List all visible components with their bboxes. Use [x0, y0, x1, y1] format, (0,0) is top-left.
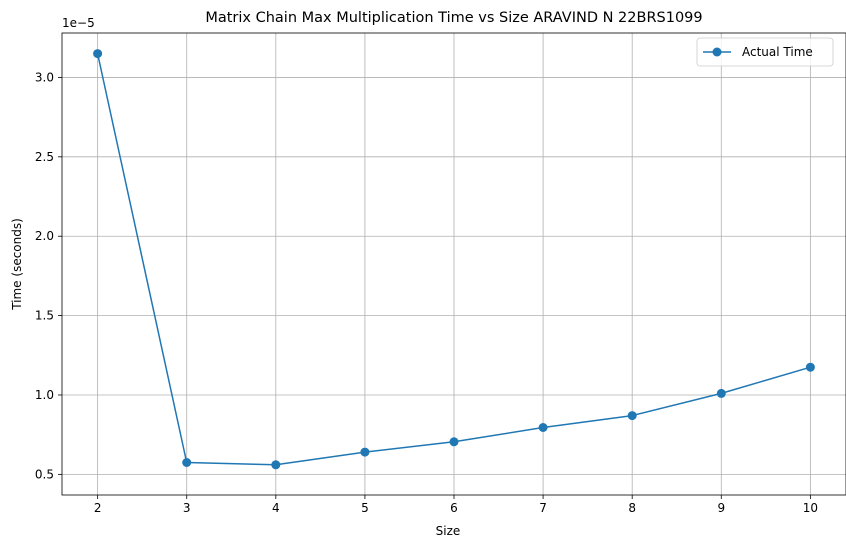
y-offset-label: 1e−5 — [62, 16, 95, 30]
y-axis-label: Time (seconds) — [10, 218, 24, 311]
chart-title: Matrix Chain Max Multiplication Time vs … — [205, 10, 702, 26]
data-point — [360, 447, 370, 457]
data-point — [449, 437, 459, 447]
legend-label: Actual Time — [742, 45, 813, 59]
y-tick-label: 2.5 — [35, 150, 54, 164]
y-axis: 0.5 1.0 1.5 2.0 2.5 3.0 — [35, 70, 62, 481]
legend-marker — [712, 47, 722, 57]
y-tick-label: 0.5 — [35, 467, 54, 481]
x-tick-label: 10 — [803, 501, 818, 515]
x-axis-label: Size — [436, 524, 461, 538]
legend: Actual Time — [696, 37, 834, 67]
y-tick-label: 2.0 — [35, 229, 54, 243]
x-tick-label: 6 — [450, 501, 458, 515]
y-tick-label: 3.0 — [35, 70, 54, 84]
data-point — [716, 388, 726, 398]
x-axis: 2 3 4 5 6 7 8 9 10 — [94, 495, 818, 515]
data-point — [805, 362, 815, 372]
data-point — [271, 460, 281, 470]
y-tick-label: 1.5 — [35, 309, 54, 323]
x-tick-label: 5 — [361, 501, 369, 515]
x-tick-label: 8 — [628, 501, 636, 515]
data-point — [538, 423, 548, 432]
grid — [62, 33, 846, 495]
x-tick-label: 2 — [94, 501, 102, 515]
data-point — [182, 458, 192, 467]
x-tick-label: 7 — [539, 501, 547, 515]
data-point — [627, 411, 637, 421]
x-tick-label: 4 — [272, 501, 280, 515]
x-tick-label: 3 — [183, 501, 191, 515]
series-actual-time — [93, 49, 815, 470]
y-tick-label: 1.0 — [35, 388, 54, 402]
x-tick-label: 9 — [717, 501, 725, 515]
legend-box — [696, 37, 834, 67]
data-point — [93, 49, 103, 59]
